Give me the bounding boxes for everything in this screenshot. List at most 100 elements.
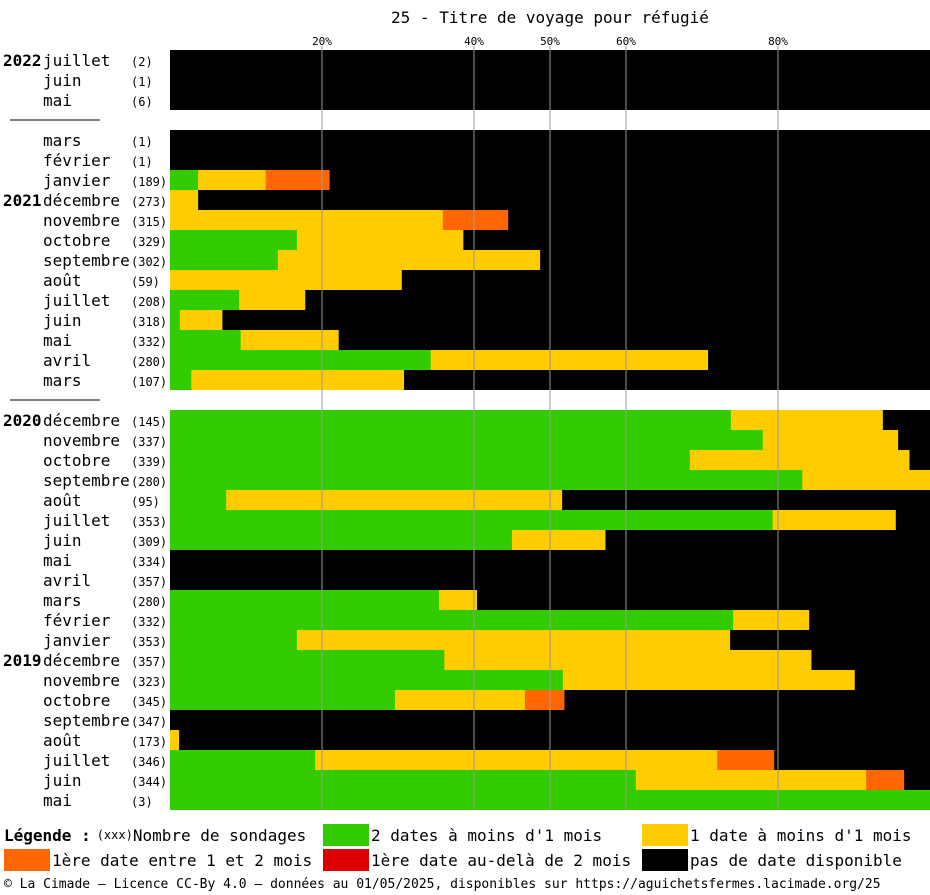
month-label: février bbox=[43, 611, 111, 630]
legend-label-red: 1ère date au-delà de 2 mois bbox=[371, 850, 632, 870]
count-label: (302) bbox=[131, 255, 167, 269]
month-label: août bbox=[43, 731, 82, 750]
month-label: juin bbox=[43, 531, 82, 550]
bar-segment bbox=[170, 310, 181, 330]
x-tick-label: 60% bbox=[616, 35, 636, 48]
month-label: décembre bbox=[43, 191, 120, 210]
bar-segment bbox=[170, 670, 564, 690]
year-label: 2020 bbox=[3, 411, 42, 430]
legend-row-2: 1ère date entre 1 et 2 mois 1ère date au… bbox=[4, 849, 930, 871]
footer-credit: © La Cimade — Licence CC-By 4.0 — donnée… bbox=[4, 877, 881, 892]
legend-label-green: 2 dates à moins d'1 mois bbox=[371, 825, 603, 845]
bar-segment bbox=[717, 750, 775, 770]
legend-title: Légende : bbox=[4, 825, 91, 845]
bar-segment bbox=[296, 630, 731, 650]
month-label: juin bbox=[43, 311, 82, 330]
bar-segment bbox=[562, 490, 930, 510]
month-label: juillet bbox=[43, 51, 110, 70]
bar-segment bbox=[802, 470, 930, 490]
month-label: mai bbox=[43, 791, 72, 810]
count-label: (59) bbox=[131, 275, 160, 289]
month-label: novembre bbox=[43, 671, 120, 690]
bar-segment bbox=[265, 170, 331, 190]
year-label: 2021 bbox=[3, 191, 42, 210]
month-label: juillet bbox=[43, 511, 110, 530]
bar-segment bbox=[191, 370, 405, 390]
bar-segment bbox=[762, 430, 899, 450]
bar-segment bbox=[882, 410, 930, 430]
count-label: (95) bbox=[131, 495, 160, 509]
bar-segment bbox=[895, 510, 930, 530]
bar-segment bbox=[277, 250, 541, 270]
legend-label-black: pas de date disponible bbox=[690, 850, 902, 870]
count-label: (3) bbox=[131, 795, 153, 809]
legend-swatch-red bbox=[323, 849, 369, 871]
bar-segment bbox=[198, 170, 267, 190]
bar-segment bbox=[170, 690, 396, 710]
bar-segment bbox=[442, 210, 509, 230]
bar-segment bbox=[512, 530, 606, 550]
legend-swatch-black bbox=[642, 849, 688, 871]
bar-segment bbox=[477, 590, 930, 610]
month-label: mai bbox=[43, 91, 72, 110]
count-label: (1) bbox=[131, 75, 153, 89]
bar-segment bbox=[170, 430, 764, 450]
month-label: mai bbox=[43, 331, 72, 350]
count-label: (353) bbox=[131, 515, 167, 529]
bar-segment bbox=[170, 410, 732, 430]
bar-segment bbox=[733, 610, 810, 630]
count-label: (280) bbox=[131, 355, 167, 369]
legend-item-black: pas de date disponible bbox=[642, 849, 902, 871]
month-label: mars bbox=[43, 131, 82, 150]
month-label: août bbox=[43, 491, 82, 510]
bar-segment bbox=[226, 490, 563, 510]
count-label: (332) bbox=[131, 615, 167, 629]
bar-segment bbox=[170, 290, 240, 310]
bar-segment bbox=[239, 290, 306, 310]
count-label: (344) bbox=[131, 775, 167, 789]
bar-segment bbox=[898, 430, 930, 450]
legend-item-orange: 1ère date entre 1 et 2 mois bbox=[4, 849, 312, 871]
count-label: (329) bbox=[131, 235, 167, 249]
month-label: décembre bbox=[43, 411, 120, 430]
month-label: octobre bbox=[43, 231, 110, 250]
count-label: (309) bbox=[131, 535, 167, 549]
bar-segment bbox=[404, 370, 930, 390]
bar-segment bbox=[444, 650, 812, 670]
bar-segment bbox=[170, 730, 180, 750]
bar-segment bbox=[439, 590, 478, 610]
month-label: décembre bbox=[43, 651, 120, 670]
bar-segment bbox=[809, 610, 930, 630]
count-label: (173) bbox=[131, 735, 167, 749]
bar-segment bbox=[329, 170, 930, 190]
count-label: (357) bbox=[131, 655, 167, 669]
count-label: (357) bbox=[131, 575, 167, 589]
month-label: septembre bbox=[43, 471, 130, 490]
month-label: mai bbox=[43, 551, 72, 570]
bar-segment bbox=[524, 690, 565, 710]
month-label: novembre bbox=[43, 431, 120, 450]
bar-segment bbox=[730, 410, 884, 430]
count-label: (1) bbox=[131, 155, 153, 169]
bar-segment bbox=[170, 590, 440, 610]
month-label: juillet bbox=[43, 291, 110, 310]
count-label: (280) bbox=[131, 595, 167, 609]
bar-segment bbox=[401, 270, 930, 290]
count-label: (208) bbox=[131, 295, 167, 309]
month-label: janvier bbox=[43, 631, 111, 650]
legend-label-yellow: 1 date à moins d'1 mois bbox=[690, 825, 912, 845]
bar-segment bbox=[811, 650, 930, 670]
bar-segment bbox=[540, 250, 930, 270]
count-label: (318) bbox=[131, 315, 167, 329]
legend-item-red: 1ère date au-delà de 2 mois bbox=[323, 849, 631, 871]
legend-count-label: (xxx) bbox=[96, 828, 133, 842]
bar-segment bbox=[866, 770, 905, 790]
bar-segment bbox=[508, 210, 930, 230]
count-label: (347) bbox=[131, 715, 167, 729]
bar-segment bbox=[240, 330, 340, 350]
bar-segment bbox=[635, 770, 867, 790]
month-label: juillet bbox=[43, 751, 110, 770]
bar-segment bbox=[904, 770, 930, 790]
month-label: mars bbox=[43, 591, 82, 610]
count-label: (280) bbox=[131, 475, 167, 489]
